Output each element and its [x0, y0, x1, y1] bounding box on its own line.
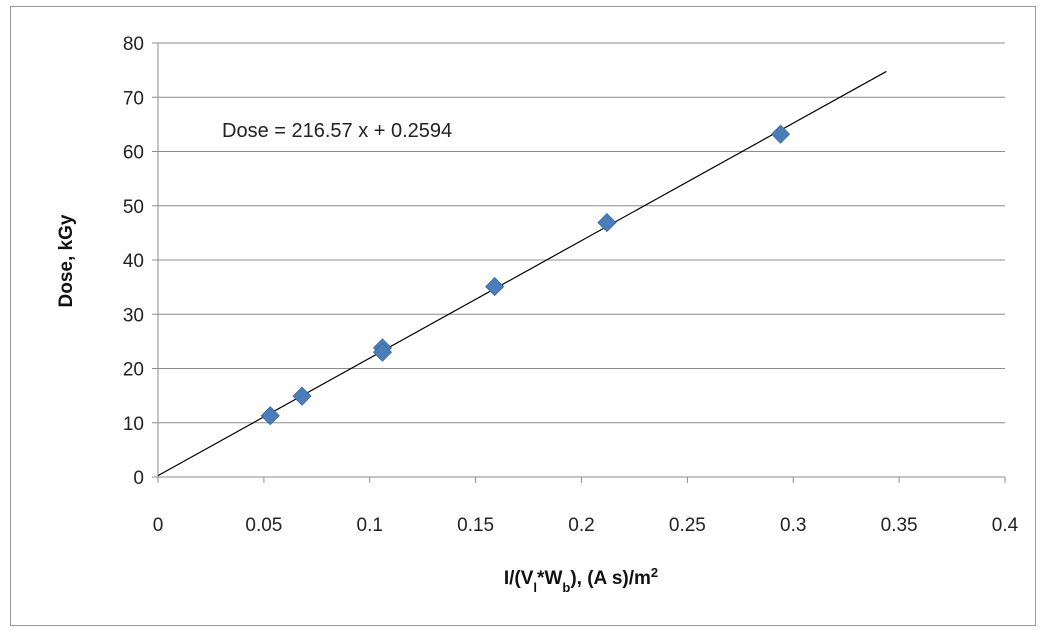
x-axis-title-part: *W	[537, 568, 562, 589]
x-axis-title: I/(Vl*Wb), (A s)/m2	[504, 565, 658, 595]
y-tick-label: 60	[123, 143, 144, 164]
x-axis-title-superscript: 2	[651, 565, 658, 580]
y-axis-title: Dose, kGy	[56, 214, 77, 307]
x-axis-title-part: I/(V	[504, 568, 534, 589]
y-tick-label: 70	[123, 88, 144, 109]
gridlines	[158, 42, 1005, 424]
x-axis-title-subscript: l	[533, 580, 537, 595]
chart-area	[10, 6, 1036, 626]
data-point-marker	[372, 342, 393, 362]
y-tick-label: 40	[123, 251, 144, 272]
x-tick-label: 0.2	[568, 515, 594, 536]
data-points	[260, 124, 791, 426]
data-point-marker	[597, 213, 617, 233]
y-tick-label: 30	[123, 305, 144, 326]
x-axis-title-part: ), (A s)/m	[570, 568, 651, 589]
x-tick-label: 0.3	[780, 515, 806, 536]
x-tick-label: 0.35	[881, 515, 918, 536]
trendline	[157, 70, 887, 477]
y-tick-label: 80	[123, 34, 144, 55]
y-tick-label: 0	[133, 468, 144, 489]
y-tick-label: 20	[123, 360, 144, 381]
x-axis-title-subscript: b	[562, 580, 570, 595]
x-tick-label: 0	[153, 515, 164, 536]
data-point-marker	[260, 406, 280, 426]
x-tick-label: 0.15	[457, 515, 494, 536]
data-point-marker	[770, 124, 791, 144]
x-tick-label: 0.05	[245, 515, 282, 536]
y-tick-label: 50	[123, 197, 144, 218]
axes: 0 10 20 30 40 50 60 70 80 0 0.05 0.1 0.15 0.2 0.25 0.3 0…	[123, 34, 1019, 536]
x-tick-label: 0.25	[669, 515, 706, 536]
trendline-equation: Dose = 216.57 x + 0.2594	[222, 120, 452, 142]
data-point-marker	[292, 386, 312, 406]
y-tick-label: 10	[123, 414, 144, 435]
x-tick-label: 0.1	[357, 515, 383, 536]
x-tick-label: 0.4	[992, 515, 1019, 536]
data-point-marker	[485, 277, 505, 297]
trendline-group	[157, 70, 887, 477]
